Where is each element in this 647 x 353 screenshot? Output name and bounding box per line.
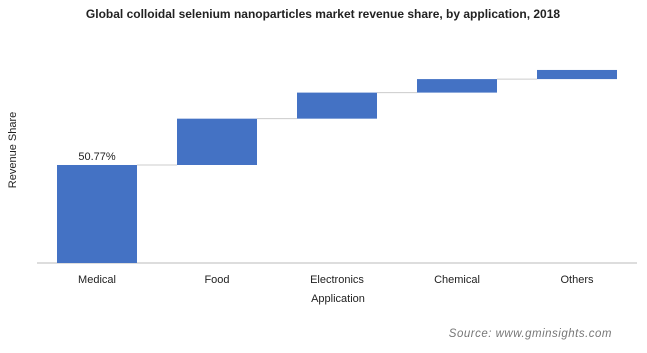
bar <box>177 118 257 165</box>
bar <box>417 79 497 93</box>
bar <box>537 69 617 80</box>
x-tick-label: Others <box>560 274 594 286</box>
x-tick-label: Electronics <box>310 274 364 286</box>
y-axis-label: Revenue Share <box>7 112 19 188</box>
bar <box>57 164 137 263</box>
source: Source: www.gminsights.com <box>449 328 612 340</box>
x-tick-label: Medical <box>78 274 116 286</box>
bar <box>297 92 377 119</box>
x-tick-label: Food <box>204 274 229 286</box>
x-axis-label: Application <box>311 293 365 305</box>
chart-title: Global colloidal selenium nanoparticles … <box>86 7 560 21</box>
x-tick-label: Chemical <box>434 274 480 286</box>
value-label: 50.77% <box>78 151 116 163</box>
